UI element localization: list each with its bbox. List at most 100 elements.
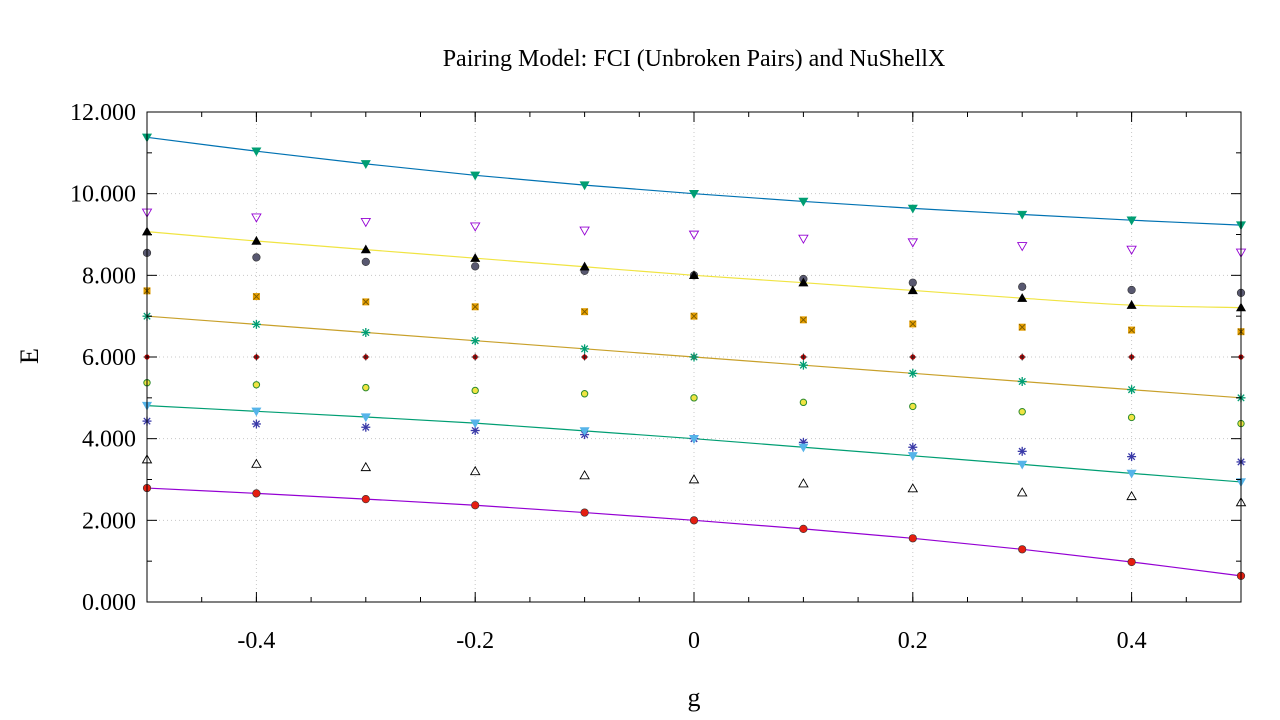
point-s6-8	[909, 353, 917, 361]
point-s1-4	[471, 501, 480, 510]
point-s6-9	[1018, 353, 1026, 361]
point-s6-2	[252, 353, 260, 361]
chart-title: Pairing Model: FCI (Unbroken Pairs) and …	[443, 46, 946, 72]
point-s8-2	[252, 293, 260, 301]
y-tick-label: 8.000	[82, 263, 136, 289]
point-s1-6	[689, 516, 699, 525]
point-s11-8	[907, 238, 919, 248]
point-s4-5	[579, 427, 590, 437]
point-s9-2	[252, 253, 261, 262]
point-s5-10	[1127, 413, 1136, 422]
point-s2-7	[798, 478, 809, 488]
point-s8-4	[471, 303, 479, 311]
y-tick-labels: 0.000 2.000 4.000 6.000 8.000 10.000 12.000	[70, 100, 136, 616]
point-s6-7	[799, 353, 807, 361]
point-s3-2	[251, 419, 261, 429]
point-s9-4	[471, 262, 480, 271]
point-s2-2	[251, 458, 262, 468]
point-s12-8	[907, 204, 918, 214]
point-s3-9	[1017, 446, 1027, 456]
point-s11-10	[1126, 245, 1137, 256]
x-tick-label: 0	[688, 628, 700, 654]
point-s6-4	[471, 353, 479, 361]
x-tick-label: 0.2	[898, 628, 928, 654]
point-s7-9	[1017, 377, 1027, 386]
point-s5-6	[690, 394, 698, 402]
point-s4-6	[688, 434, 700, 444]
point-s6-10	[1128, 353, 1136, 361]
point-s3-8	[908, 442, 918, 452]
point-s2-3	[360, 461, 372, 472]
point-s4-3	[360, 413, 371, 423]
point-s1-5	[580, 508, 589, 517]
fci-line-5	[146, 136, 1242, 226]
point-s7-2	[251, 319, 261, 329]
fci-line-1	[146, 487, 1242, 577]
y-tick-label: 12.000	[70, 100, 136, 126]
point-s7-7	[798, 360, 808, 370]
point-s10-7	[798, 277, 809, 287]
point-s11-2	[251, 213, 262, 223]
y-axis-label: E	[15, 348, 44, 364]
point-s2-6	[688, 474, 700, 484]
point-s6-5	[581, 353, 589, 361]
y-tick-label: 6.000	[82, 345, 136, 371]
point-s7-3	[361, 328, 371, 337]
point-s1-2	[252, 489, 261, 498]
point-s11-9	[1016, 242, 1028, 252]
point-s4-9	[1017, 460, 1028, 470]
point-s11-3	[360, 218, 372, 228]
point-s5-7	[799, 398, 808, 407]
x-tick-labels: -0.4 -0.2 0 0.2 0.4	[237, 628, 1146, 654]
x-tick-label: 0.4	[1117, 628, 1147, 654]
point-s2-10	[1126, 490, 1137, 501]
point-s1-8	[908, 534, 917, 543]
point-s4-7	[798, 443, 809, 453]
point-s8-6	[690, 312, 698, 320]
point-s8-8	[909, 320, 917, 328]
point-s2-9	[1016, 487, 1028, 497]
point-s5-3	[362, 383, 370, 392]
point-s11-6	[688, 230, 700, 240]
point-s9-3	[361, 257, 370, 266]
point-s7-6	[689, 352, 699, 362]
point-s3-3	[361, 422, 371, 432]
point-s1-10	[1127, 557, 1136, 567]
point-s7-5	[580, 344, 590, 354]
point-s4-10	[1126, 469, 1137, 479]
point-s8-3	[362, 298, 370, 306]
point-s1-3	[361, 495, 370, 504]
point-s4-4	[470, 419, 481, 429]
point-s9-10	[1127, 285, 1136, 295]
point-s7-10	[1127, 385, 1137, 395]
point-s8-10	[1128, 326, 1136, 334]
point-s10-3	[360, 244, 371, 254]
point-s5-8	[909, 402, 917, 411]
point-s11-5	[579, 226, 590, 236]
point-s12-4	[470, 171, 481, 181]
point-s2-8	[907, 483, 919, 493]
point-s11-7	[798, 234, 809, 244]
ticks	[146, 111, 1242, 603]
point-s12-7	[798, 197, 809, 207]
point-s12-10	[1126, 216, 1137, 226]
x-axis-label: g	[688, 683, 701, 712]
point-s7-4	[470, 336, 480, 346]
point-s12-2	[251, 147, 262, 157]
point-s10-8	[907, 285, 918, 295]
y-tick-label: 4.000	[82, 427, 136, 453]
point-s2-5	[579, 470, 590, 480]
point-s10-6	[688, 270, 700, 280]
point-s8-7	[799, 316, 807, 324]
point-s7-8	[908, 368, 918, 378]
point-s9-9	[1018, 282, 1027, 291]
point-s11-4	[469, 222, 481, 232]
point-s1-9	[1018, 545, 1027, 554]
point-s3-10	[1127, 452, 1137, 462]
x-tick-label: -0.4	[237, 628, 275, 654]
x-tick-label: -0.2	[456, 628, 494, 654]
point-s10-9	[1017, 293, 1028, 302]
point-s12-9	[1017, 210, 1028, 220]
point-s4-8	[907, 452, 918, 461]
